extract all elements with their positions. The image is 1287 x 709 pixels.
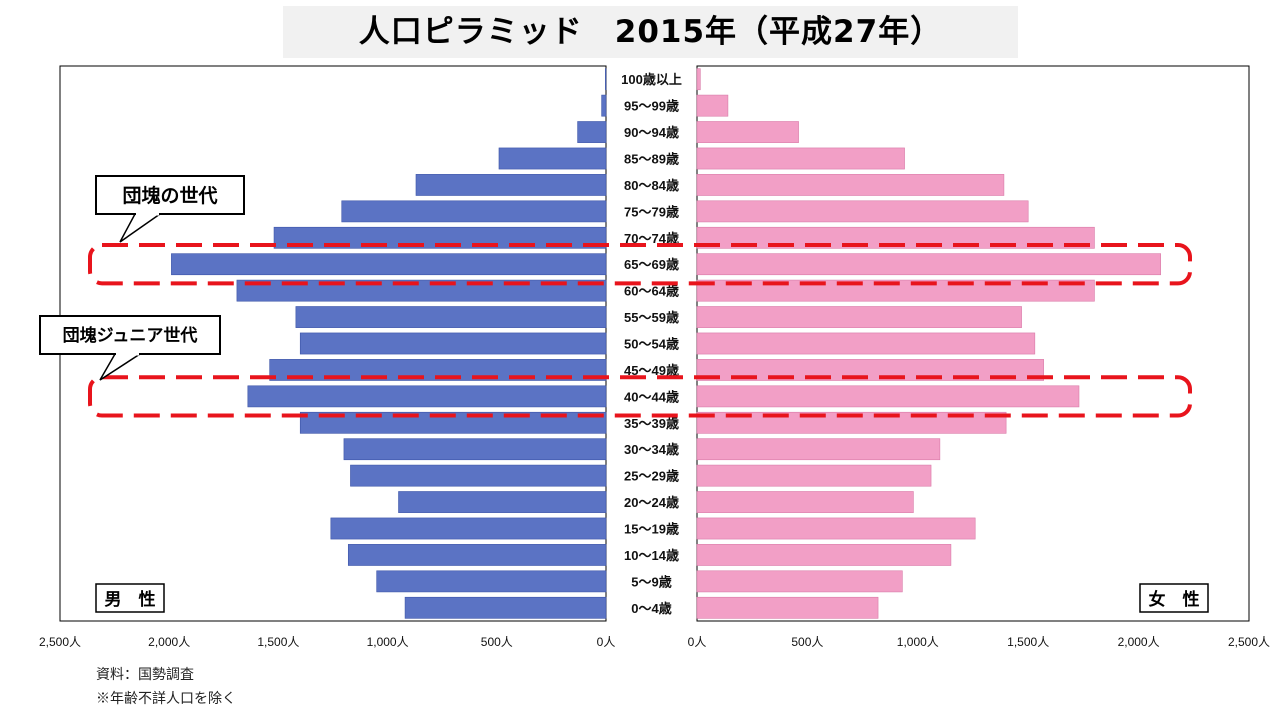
female-bar-19 <box>696 94 729 117</box>
male-bar-15 <box>341 200 607 223</box>
female-legend-label: 女 性 <box>1149 589 1200 609</box>
x-tick-right-1: 500人 <box>791 635 823 649</box>
female-bar-3 <box>696 517 976 540</box>
x-tick-left-2: 1,500人 <box>257 635 299 649</box>
age-label-14: 70～74歳 <box>624 231 679 246</box>
age-label-5: 25～29歳 <box>624 469 679 484</box>
age-label-11: 55～59歳 <box>624 310 679 325</box>
age-label-10: 50～54歳 <box>624 337 679 352</box>
female-bar-17 <box>696 147 905 170</box>
age-label-20: 100歳以上 <box>621 72 682 87</box>
male-bar-6 <box>343 438 607 461</box>
age-label-12: 60～64歳 <box>624 284 679 299</box>
age-label-0: 0～4歳 <box>631 601 671 616</box>
male-bar-8 <box>247 385 607 408</box>
x-tick-right-3: 1,500人 <box>1007 635 1049 649</box>
male-legend-label: 男 性 <box>105 589 156 609</box>
callout-box-1 <box>39 315 221 355</box>
age-label-13: 65～69歳 <box>624 257 679 272</box>
female-bar-5 <box>696 464 932 487</box>
age-label-19: 95～99歳 <box>624 99 679 114</box>
age-label-16: 80～84歳 <box>624 178 679 193</box>
age-label-9: 45～49歳 <box>624 363 679 378</box>
female-bar-1 <box>696 570 903 593</box>
male-bar-3 <box>330 517 607 540</box>
highlight-box-1 <box>88 375 1192 418</box>
female-bar-4 <box>696 491 914 513</box>
age-label-8: 40～44歳 <box>624 389 679 404</box>
source-note: 資料：国勢調査 <box>96 667 194 683</box>
title-background <box>283 6 1018 58</box>
male-bar-0 <box>404 596 607 619</box>
male-bar-11 <box>295 306 607 328</box>
highlight-box-0 <box>88 243 1192 286</box>
female-bar-11 <box>696 306 1022 328</box>
male-bar-13 <box>171 253 607 276</box>
age-label-4: 20～24歳 <box>624 495 679 510</box>
male-bar-1 <box>376 570 607 593</box>
age-label-15: 75～79歳 <box>624 204 679 219</box>
age-label-6: 30～34歳 <box>624 442 679 457</box>
female-bar-2 <box>696 544 952 566</box>
male-bar-10 <box>299 332 607 355</box>
female-bar-18 <box>696 121 799 143</box>
x-tick-left-5: 0人 <box>597 635 616 649</box>
x-tick-right-0: 0人 <box>688 635 707 649</box>
male-bar-5 <box>350 464 607 487</box>
age-label-3: 15～19歳 <box>624 522 679 537</box>
female-bar-0 <box>696 596 879 619</box>
x-tick-left-3: 1,000人 <box>367 635 409 649</box>
age-label-1: 5～9歳 <box>631 574 671 589</box>
male-bar-19 <box>601 94 607 117</box>
female-bar-10 <box>696 332 1036 355</box>
exclusion-note: ※年齢不詳人口を除く <box>96 691 236 707</box>
female-bar-16 <box>696 174 1005 196</box>
age-label-17: 85～89歳 <box>624 152 679 167</box>
female-bar-8 <box>696 385 1080 408</box>
x-tick-right-4: 2,000人 <box>1118 635 1160 649</box>
male-bar-20 <box>605 68 607 91</box>
age-label-7: 35～39歳 <box>624 416 679 431</box>
callout-label-1: 団塊ジュニア世代 <box>63 325 198 345</box>
x-tick-right-2: 1,000人 <box>897 635 939 649</box>
female-legend-box <box>1139 583 1209 613</box>
callout-pointer-0 <box>119 213 163 243</box>
female-bar-20 <box>696 68 701 91</box>
male-bar-18 <box>577 121 607 143</box>
female-bar-15 <box>696 200 1029 223</box>
x-tick-right-5: 2,500人 <box>1228 635 1270 649</box>
chart-title: 人口ピラミッド 2015年（平成27年） <box>358 14 943 50</box>
male-legend-box <box>95 583 165 613</box>
callout-label-0: 団塊の世代 <box>122 184 217 207</box>
age-label-18: 90～94歳 <box>624 125 679 140</box>
female-bar-13 <box>696 253 1161 276</box>
male-bar-2 <box>347 544 607 566</box>
callout-box-0 <box>95 175 245 215</box>
male-bar-4 <box>398 491 607 513</box>
x-tick-left-0: 2,500人 <box>39 635 81 649</box>
age-label-2: 10～14歳 <box>624 548 679 563</box>
x-tick-left-1: 2,000人 <box>148 635 190 649</box>
x-tick-left-4: 500人 <box>481 635 513 649</box>
female-bar-6 <box>696 438 941 461</box>
male-bar-16 <box>415 174 607 196</box>
male-bar-17 <box>498 147 607 170</box>
